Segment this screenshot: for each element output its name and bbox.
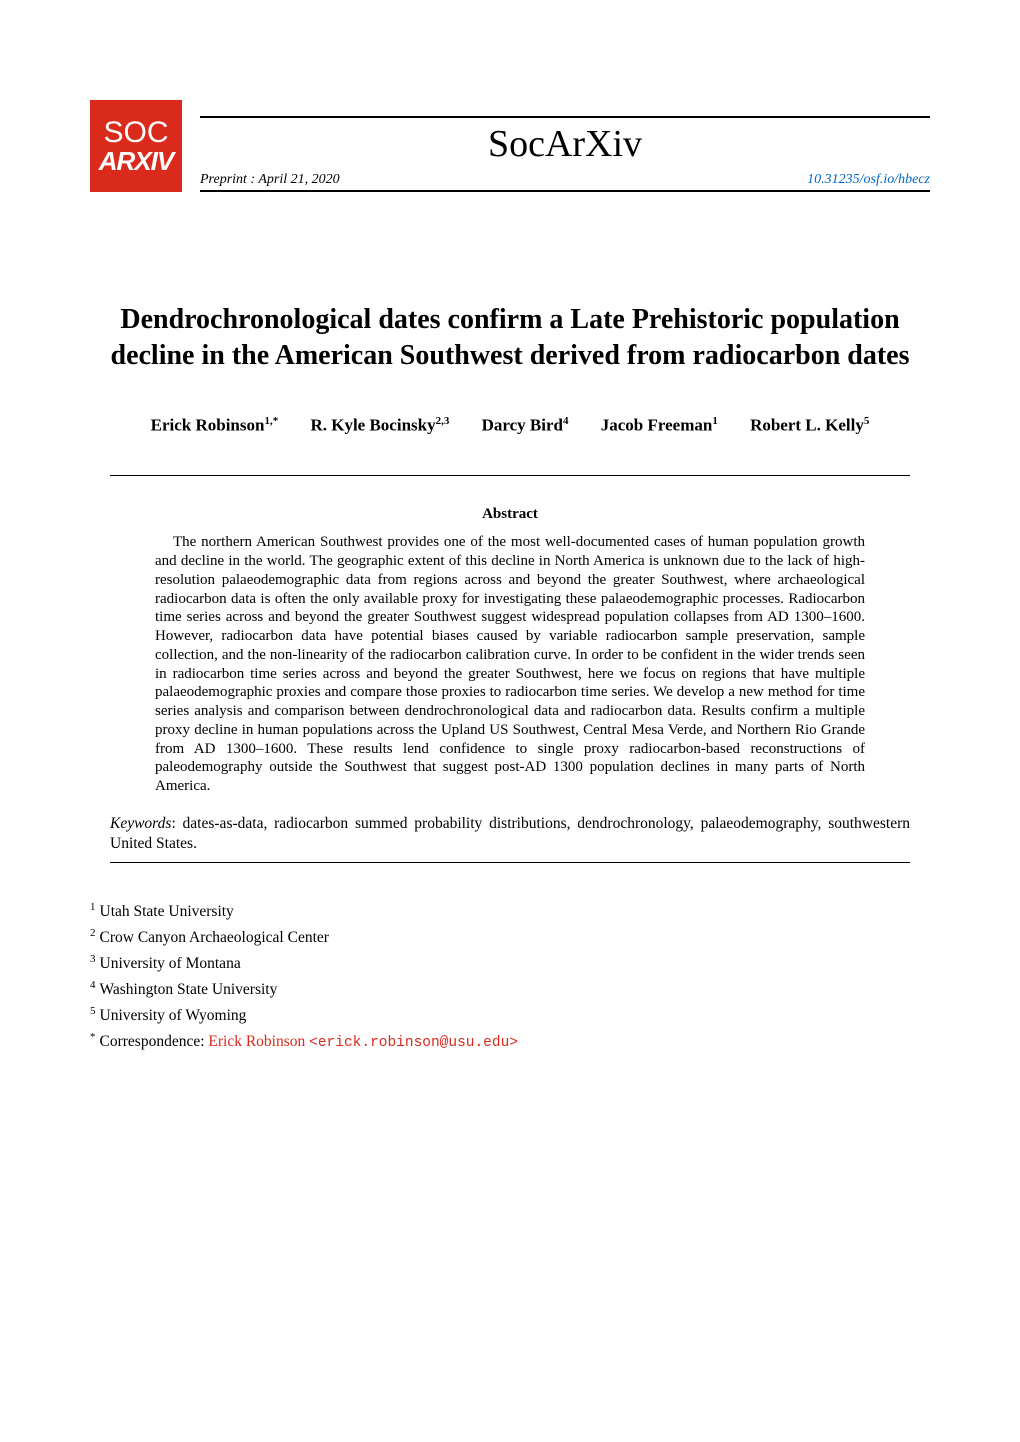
keywords-rule [110,862,910,863]
logo-text-top: SOC [103,118,168,148]
author: Jacob Freeman1 [601,415,718,436]
correspondence-line: * Correspondence: Erick Robinson <erick.r… [90,1029,930,1055]
affil-text: University of Montana [100,955,241,972]
keywords-label: Keywords [110,815,171,832]
socarxiv-logo: SOC ARXIV [90,100,182,192]
author: R. Kyle Bocinsky2,3 [310,415,449,436]
keywords: Keywords: dates-as-data, radiocarbon sum… [110,814,910,854]
author-affil: 4 [563,415,569,427]
author-rule [110,475,910,476]
corr-link[interactable]: Erick Robinson <erick.robinson@usu.edu> [208,1033,518,1050]
author-name: Jacob Freeman [601,415,713,434]
affiliation-item: 4 Washington State University [90,977,930,1003]
affil-text: Utah State University [100,903,234,920]
header-subline: Preprint : April 21, 2020 10.31235/osf.i… [200,172,930,188]
affiliations: 1 Utah State University 2 Crow Canyon Arch… [90,899,930,1055]
abstract-body: The northern American Southwest provides… [155,533,865,796]
author-affil: 1 [712,415,718,427]
affil-text: Crow Canyon Archaeological Center [100,929,329,946]
author: Darcy Bird4 [482,415,569,436]
author-name: Darcy Bird [482,415,563,434]
author: Robert L. Kelly5 [750,415,869,436]
affil-num: 3 [90,953,96,965]
affil-num: 5 [90,1005,96,1017]
corr-marker: * [90,1031,96,1043]
affiliation-item: 2 Crow Canyon Archaeological Center [90,925,930,951]
header-rule-bottom [200,190,930,192]
header: SOC ARXIV SocArXiv Preprint : April 21, … [90,100,930,192]
affil-num: 1 [90,901,96,913]
author-name: Erick Robinson [151,415,265,434]
author-affil: 2,3 [436,415,450,427]
preprint-date: Preprint : April 21, 2020 [200,172,340,188]
abstract-heading: Abstract [90,506,930,523]
corr-email: <erick.robinson@usu.edu> [309,1035,518,1051]
affiliation-item: 1 Utah State University [90,899,930,925]
journal-title: SocArXiv [200,122,930,172]
header-right: SocArXiv Preprint : April 21, 2020 10.31… [200,116,930,192]
affil-text: Washington State University [100,981,278,998]
corr-name: Erick Robinson [208,1033,309,1050]
affiliation-item: 5 University of Wyoming [90,1003,930,1029]
author: Erick Robinson1,* [151,415,279,436]
affil-num: 2 [90,927,96,939]
authors-row: Erick Robinson1,* R. Kyle Bocinsky2,3 Da… [90,415,930,436]
author-name: Robert L. Kelly [750,415,864,434]
affil-text: University of Wyoming [100,1007,247,1024]
paper-title: Dendrochronological dates confirm a Late… [90,302,930,375]
keywords-text: : dates-as-data, radiocarbon summed prob… [110,815,910,852]
author-affil: 1,* [264,415,278,427]
affiliation-item: 3 University of Montana [90,951,930,977]
affil-num: 4 [90,979,96,991]
corr-label: Correspondence: [100,1033,209,1050]
author-affil: 5 [864,415,870,427]
doi-link[interactable]: 10.31235/osf.io/hbecz [807,172,930,188]
header-rule-top [200,116,930,118]
logo-text-bottom: ARXIV [99,148,173,174]
author-name: R. Kyle Bocinsky [310,415,435,434]
